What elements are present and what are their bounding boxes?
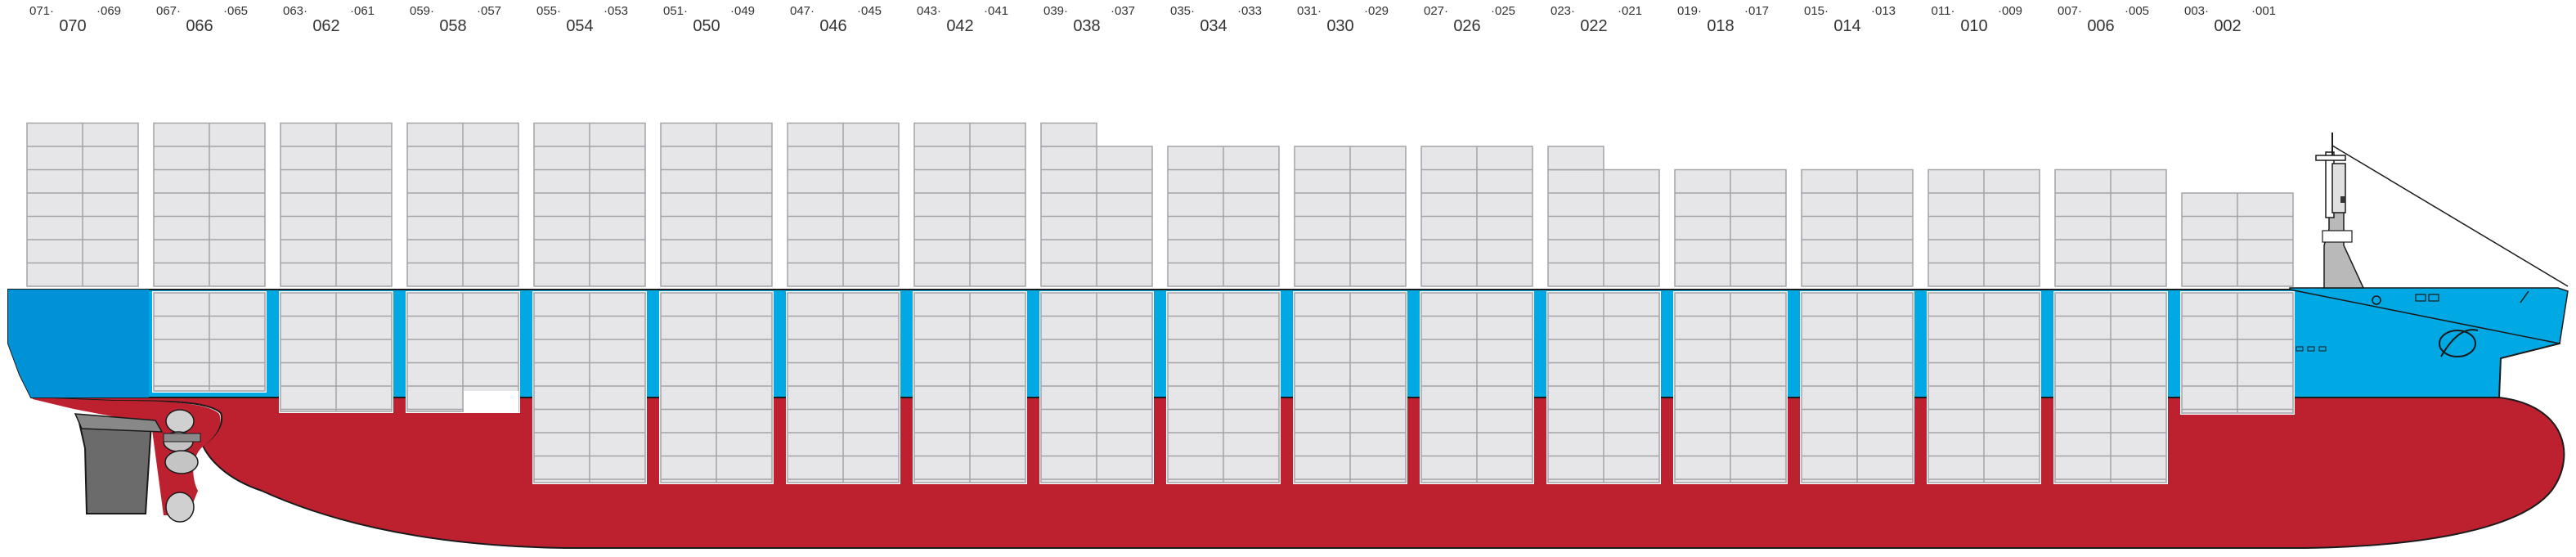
bay-sub-label-right: ·053	[603, 4, 629, 18]
bay-sub-label-left: 055·	[536, 4, 562, 18]
bay-main-label: 034	[1200, 17, 1227, 35]
bay-main-label: 046	[819, 17, 847, 35]
mast-platform	[2331, 163, 2346, 213]
anchor-hawse	[2372, 295, 2381, 305]
bridge-wing	[2322, 230, 2353, 243]
bay-sub-label-right: ·061	[349, 4, 375, 18]
forecastle	[2289, 287, 2569, 344]
bay-sub-label-right: ·017	[1744, 4, 1770, 18]
bay-sub-label-left: 063·	[282, 4, 308, 18]
bay-sub-label-right: ·049	[729, 4, 756, 18]
bay-sub-label-left: 047·	[789, 4, 815, 18]
bay-main-label: 066	[186, 17, 213, 35]
bay-sub-label-right: ·069	[96, 4, 122, 18]
propeller-shaft	[163, 433, 201, 442]
vent	[2307, 346, 2315, 352]
vent	[2318, 346, 2327, 352]
empty-slot	[464, 391, 518, 413]
mast-crossbar	[2315, 155, 2346, 161]
bay-sub-label-left: 015·	[1803, 4, 1829, 18]
forestay	[2331, 145, 2569, 287]
bay-main-label: 010	[1960, 17, 1988, 35]
bay-sub-label-right: ·041	[983, 4, 1009, 18]
bow-window	[2415, 294, 2426, 302]
bay-sub-label-left: 027·	[1423, 4, 1449, 18]
vent	[2296, 346, 2304, 352]
bay-main-label: 018	[1707, 17, 1735, 35]
bay-sub-label-left: 051·	[662, 4, 689, 18]
bay-sub-label-left: 071·	[29, 4, 55, 18]
bay-sub-label-right: ·009	[1997, 4, 2023, 18]
bay-main-label: 030	[1326, 17, 1354, 35]
deck-container-extra	[1547, 146, 1604, 171]
bay-main-label: 054	[566, 17, 594, 35]
bay-main-label: 058	[439, 17, 467, 35]
anchor-shape	[2440, 329, 2479, 357]
bay-sub-label-left: 003·	[2183, 4, 2210, 18]
deck-container-extra	[1040, 122, 1097, 147]
bay-main-label: 022	[1580, 17, 1608, 35]
bay-main-label: 038	[1073, 17, 1101, 35]
hold-containers	[152, 291, 2295, 484]
stern-lower-hull	[20, 375, 221, 515]
bay-sub-label-left: 043·	[916, 4, 942, 18]
mast-light	[2340, 196, 2345, 203]
rudder-head	[74, 413, 164, 433]
propeller-blade	[165, 409, 195, 433]
propeller-blade	[164, 450, 199, 474]
bay-sub-label-left: 023·	[1550, 4, 1576, 18]
bay-sub-label-right: ·029	[1363, 4, 1389, 18]
anchor-recess	[2439, 330, 2476, 357]
ship-fittings	[74, 133, 2569, 523]
bay-sub-label-left: 039·	[1043, 4, 1069, 18]
bay-sub-label-right: ·013	[1870, 4, 1896, 18]
bay-main-label: 006	[2087, 17, 2115, 35]
bay-sub-label-left: 019·	[1676, 4, 1703, 18]
bow-mark	[2520, 290, 2529, 303]
bay-sub-label-right: ·057	[476, 4, 502, 18]
stern-blue-section	[8, 290, 149, 398]
bay-sub-label-left: 059·	[409, 4, 435, 18]
bow-window	[2428, 294, 2439, 302]
bay-sub-label-left: 007·	[2057, 4, 2083, 18]
bay-sub-label-right: ·005	[2124, 4, 2150, 18]
bay-sub-label-left: 035·	[1169, 4, 1196, 18]
bay-main-label: 050	[693, 17, 720, 35]
bay-sub-label-right: ·001	[2251, 4, 2277, 18]
bay-main-label: 014	[1833, 17, 1861, 35]
bay-main-label: 002	[2214, 17, 2242, 35]
bay-main-label: 062	[312, 17, 340, 35]
bay-sub-label-right: ·065	[222, 4, 249, 18]
bay-sub-label-right: ·037	[1110, 4, 1136, 18]
propeller-blade	[165, 492, 195, 523]
bay-sub-label-right: ·025	[1490, 4, 1516, 18]
bay-main-label: 042	[946, 17, 974, 35]
bay-sub-label-left: 031·	[1296, 4, 1322, 18]
bay-sub-label-left: 011·	[1931, 4, 1955, 18]
bay-sub-label-right: ·033	[1236, 4, 1263, 18]
bay-sub-label-left: 067·	[155, 4, 182, 18]
deck-containers	[26, 122, 2294, 287]
bay-sub-label-right: ·045	[856, 4, 882, 18]
bay-sub-label-right: ·021	[1617, 4, 1643, 18]
bay-main-label: 070	[59, 17, 87, 35]
bay-main-label: 026	[1453, 17, 1481, 35]
